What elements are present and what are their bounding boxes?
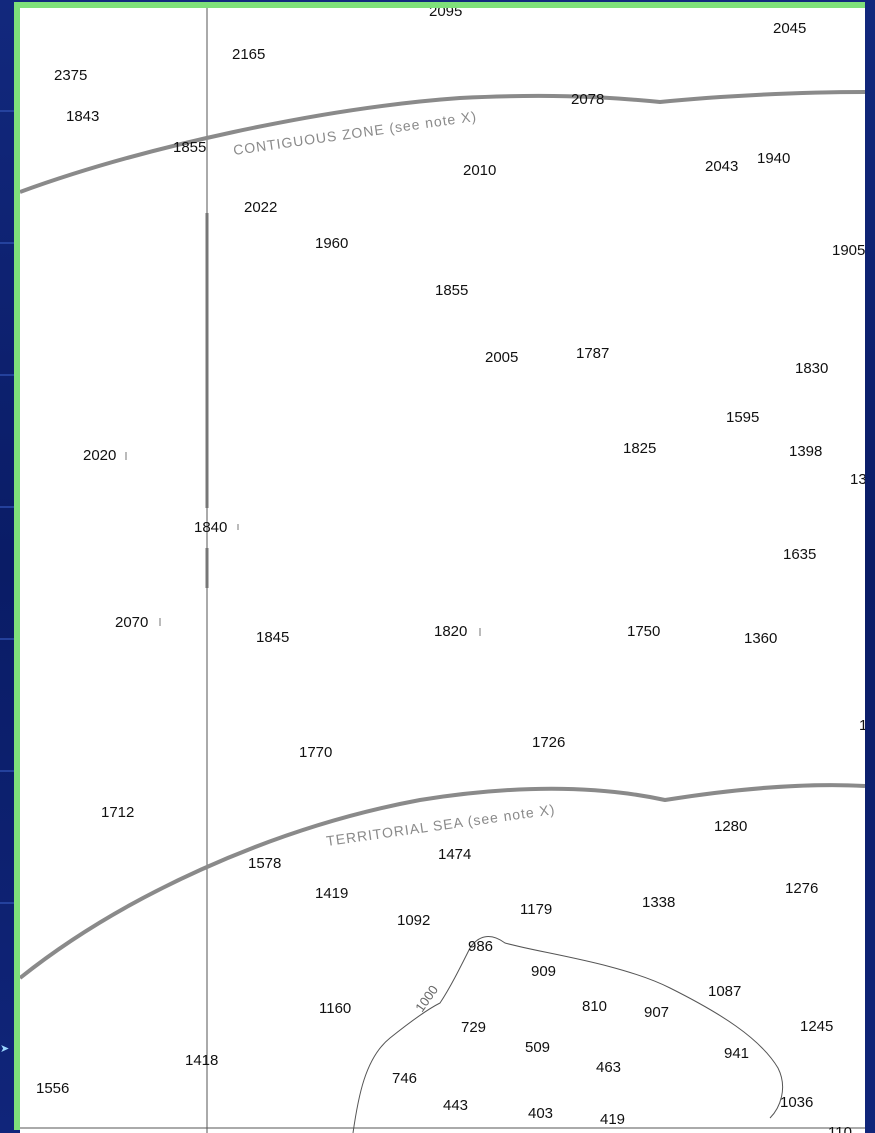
sounding: 1036	[780, 1094, 814, 1111]
sounding: 1556	[36, 1080, 70, 1097]
sounding: 2020	[83, 447, 117, 464]
sounding: 1419	[315, 885, 349, 902]
sounding: 2043	[705, 158, 739, 175]
depth-contour-1000	[352, 936, 783, 1133]
background-stripe	[0, 242, 20, 244]
sounding: 443	[443, 1097, 469, 1114]
sounding: 1179	[520, 901, 553, 918]
background-stripe	[0, 374, 20, 376]
sounding: 1905	[832, 242, 865, 259]
sounding: 1712	[101, 804, 135, 821]
sounding: 1595	[726, 409, 760, 426]
sounding: 2045	[773, 20, 807, 37]
sounding: 13	[850, 471, 865, 488]
sounding: 1855	[435, 282, 469, 299]
sounding: 2165	[232, 46, 266, 63]
sounding: 810	[582, 998, 608, 1015]
sounding: 1280	[714, 818, 748, 835]
sounding: 941	[724, 1045, 750, 1062]
contour-1000-label: 1000	[412, 982, 441, 1014]
sounding: 1087	[708, 983, 742, 1000]
sounding: 1	[859, 717, 865, 734]
sounding: 1360	[744, 630, 778, 647]
sounding: 1845	[256, 629, 290, 646]
sounding: 2022	[244, 199, 278, 216]
sounding: 2095	[429, 8, 463, 20]
sounding: 2375	[54, 67, 88, 84]
sounding: 1840	[194, 519, 228, 536]
nautical-chart: CONTIGUOUS ZONE (see note X) TERRITORIAL…	[20, 8, 865, 1133]
background-stripe	[0, 110, 20, 112]
sounding: 729	[461, 1019, 487, 1036]
chart-lines: CONTIGUOUS ZONE (see note X) TERRITORIAL…	[20, 8, 865, 1133]
sounding: 2070	[115, 614, 149, 631]
sounding: 1787	[576, 345, 610, 362]
background-stripe	[0, 506, 20, 508]
sounding: 2078	[571, 91, 605, 108]
sounding: 1960	[315, 235, 349, 252]
sounding: 1940	[757, 150, 791, 167]
sounding: 1398	[789, 443, 823, 460]
sounding: 1276	[785, 880, 819, 897]
sounding: 1726	[532, 734, 566, 751]
sounding: 403	[528, 1105, 554, 1122]
sounding: 1418	[185, 1052, 219, 1069]
sounding: 1578	[248, 855, 282, 872]
sounding: 1474	[438, 846, 472, 863]
sounding: 1245	[800, 1018, 834, 1035]
sounding: 986	[468, 938, 494, 955]
sounding: 1830	[795, 360, 829, 377]
sounding: 419	[600, 1111, 626, 1128]
sounding: 110	[828, 1124, 852, 1133]
contiguous-zone-label: CONTIGUOUS ZONE (see note X)	[232, 108, 478, 158]
sounding: 1160	[319, 1000, 352, 1017]
sounding: 2005	[485, 349, 519, 366]
sounding: 1820	[434, 623, 468, 640]
sounding: 909	[531, 963, 557, 980]
sounding: 1770	[299, 744, 333, 761]
sounding: 907	[644, 1004, 670, 1021]
sounding: 1635	[783, 546, 817, 563]
sounding: 1092	[397, 912, 431, 929]
sounding: 509	[525, 1039, 551, 1056]
territorial-sea-boundary	[20, 783, 865, 980]
slide-arrow-icon: ➤	[0, 1042, 10, 1055]
sounding: 1750	[627, 623, 661, 640]
background-stripe	[0, 770, 20, 772]
sounding: 746	[392, 1070, 418, 1087]
background-stripe	[0, 902, 20, 904]
sounding: 2010	[463, 162, 497, 179]
sounding: 1855	[173, 139, 207, 156]
sounding: 1825	[623, 440, 657, 457]
sounding: 1338	[642, 894, 676, 911]
sounding: 1843	[66, 108, 100, 125]
sounding: 463	[596, 1059, 622, 1076]
contiguous-zone-boundary	[20, 90, 865, 194]
background-stripe	[0, 638, 20, 640]
territorial-sea-label: TERRITORIAL SEA (see note X)	[325, 801, 556, 849]
